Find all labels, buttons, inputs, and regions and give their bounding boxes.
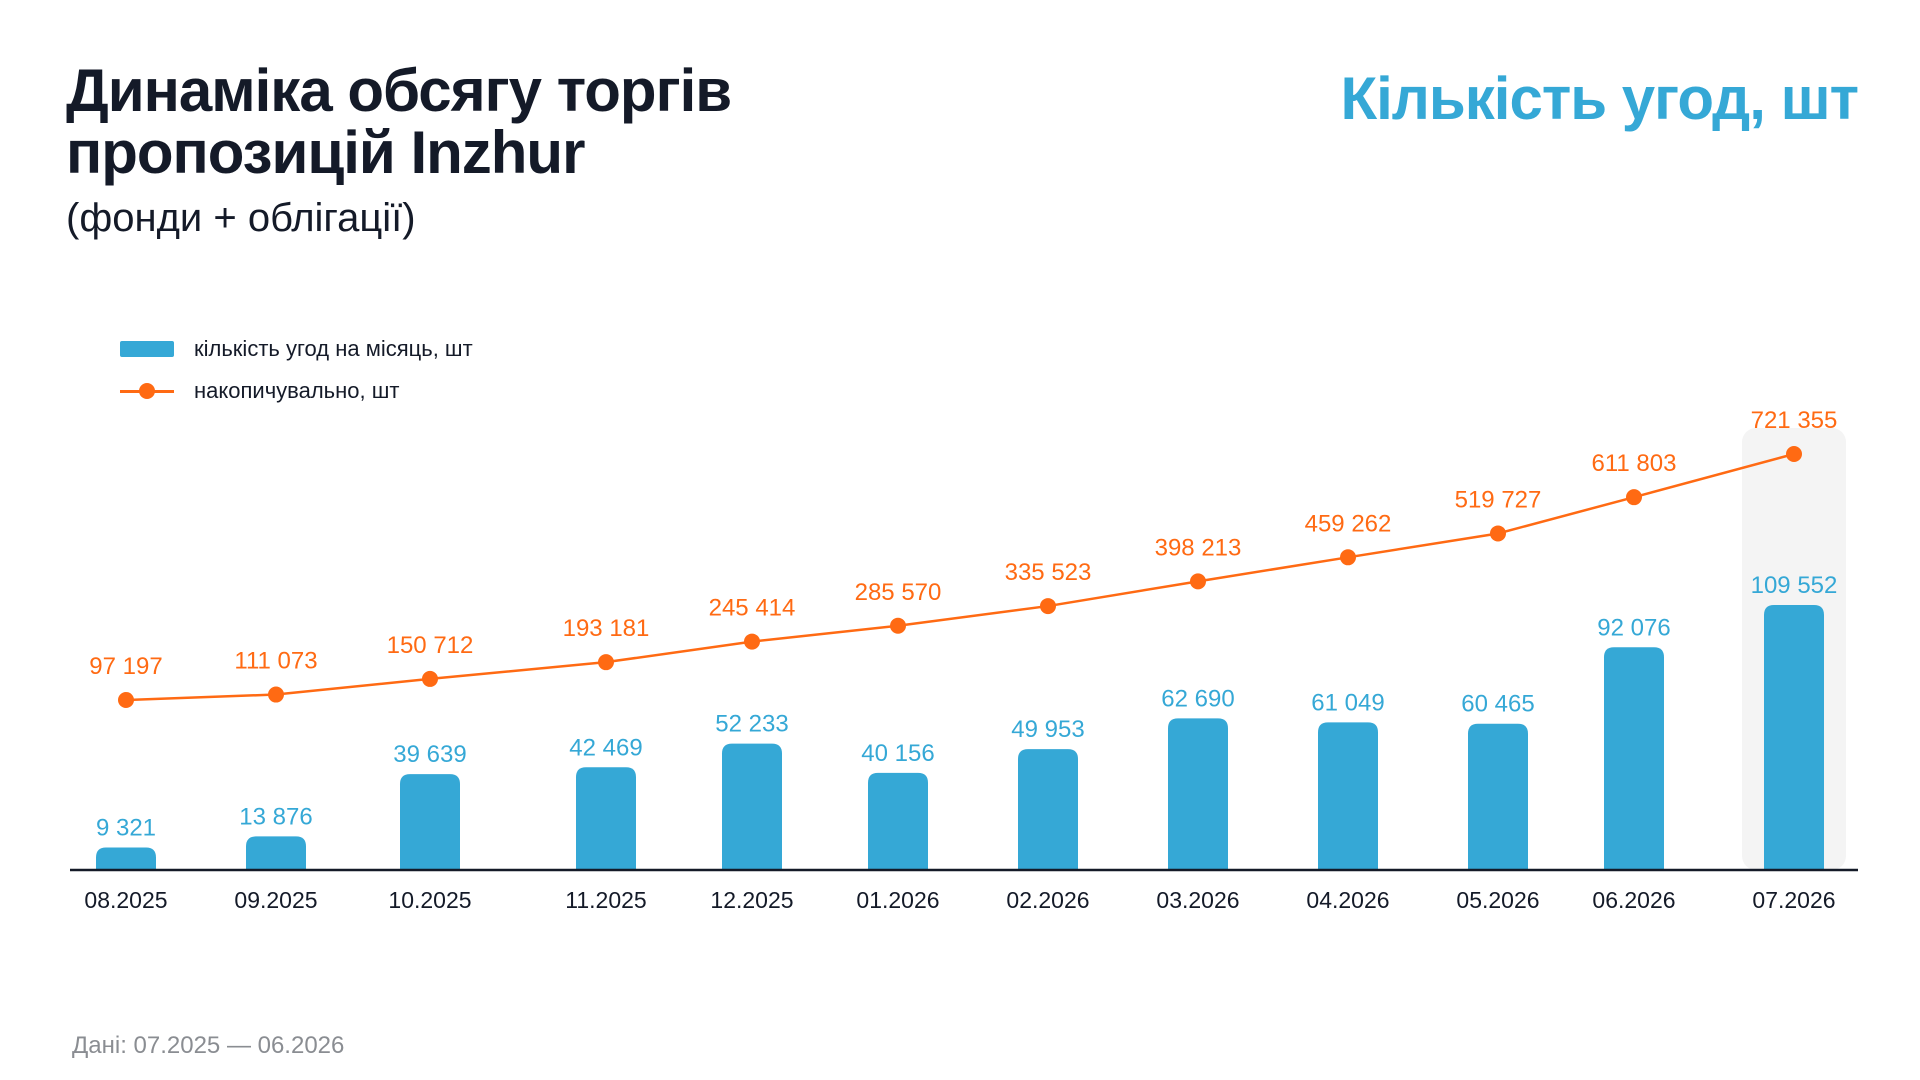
page-title: Динаміка обсягу торгів пропозицій Inzhur [66,57,732,186]
x-tick-label: 08.2025 [84,887,167,913]
cumulative-line-layer [118,446,1802,708]
x-tick-label: 01.2026 [856,887,939,913]
bar-value-label: 109 552 [1751,572,1838,599]
line-value-label: 611 803 [1592,450,1677,477]
line-value-label: 721 355 [1751,407,1838,434]
bar-09.2025 [246,836,306,870]
line-value-label: 193 181 [563,615,650,642]
x-tick-label: 05.2026 [1456,887,1539,913]
bar-08.2025 [96,847,156,870]
bar-value-label: 61 049 [1311,689,1384,716]
bar-03.2026 [1168,718,1228,870]
line-value-label: 335 523 [1005,559,1092,586]
chart-metric-title: Кількість угод, шт [1340,65,1859,132]
line-point-12.2025 [744,633,760,650]
x-tick-label: 03.2026 [1156,887,1239,913]
line-value-label: 459 262 [1305,510,1392,537]
line-value-label: 111 073 [234,648,317,675]
line-value-label: 398 213 [1155,534,1242,561]
legend-line-swatch [120,383,174,399]
line-value-label: 245 414 [709,595,796,622]
line-point-08.2025 [118,692,134,708]
line-point-10.2025 [422,670,438,687]
x-tick-label: 10.2025 [388,887,471,913]
line-point-03.2026 [1190,573,1206,590]
line-value-label: 285 570 [855,579,942,606]
bar-value-label: 52 233 [715,711,788,738]
bar-value-label: 60 465 [1461,691,1534,718]
bar-value-label: 40 156 [861,740,934,767]
data-source-note: Дані: 07.2025 — 06.2026 [72,1032,345,1059]
chart-legend: кількість угод на місяць, шт накопичувал… [120,328,473,412]
line-point-05.2026 [1490,525,1506,542]
line-point-07.2026 [1786,446,1802,462]
bar-11.2025 [576,767,636,870]
x-tick-label: 04.2026 [1306,887,1389,913]
page-subtitle: (фонди + облігації) [66,196,416,240]
line-value-label: 519 727 [1455,486,1542,513]
bars-layer [96,605,1824,870]
line-point-01.2026 [890,617,906,634]
x-tick-label: 11.2025 [565,887,646,913]
legend-line-label: накопичувально, шт [194,378,400,403]
line-point-06.2026 [1626,489,1642,506]
line-point-02.2026 [1040,598,1056,615]
line-point-09.2025 [268,686,284,703]
x-axis-layer: 08.2025 09.2025 10.2025 11.2025 12.2025 01.20… [70,868,1858,913]
bar-value-label: 92 076 [1597,614,1670,641]
cumulative-line [125,452,1795,702]
labels-layer: 9 321 13 876 39 639 42 469 52 233 40 156 49 95… [89,407,1837,841]
bar-07.2026 [1764,605,1824,870]
bar-value-label: 9 321 [96,814,156,841]
x-tick-label: 07.2026 [1752,887,1835,913]
bar-10.2025 [400,774,460,870]
bar-value-label: 13 876 [239,803,312,830]
bar-02.2026 [1018,749,1078,870]
bar-value-label: 49 953 [1011,716,1084,743]
line-value-label: 97 197 [89,653,162,680]
bar-06.2026 [1604,647,1664,870]
legend-bar-swatch [120,341,174,357]
x-tick-label: 02.2026 [1006,887,1089,913]
bar-05.2026 [1468,723,1528,870]
bar-04.2026 [1318,722,1378,870]
bar-value-label: 39 639 [393,741,466,768]
x-tick-label: 06.2026 [1592,887,1675,913]
line-point-11.2025 [598,654,614,671]
bar-value-label: 62 690 [1161,685,1234,712]
line-point-04.2026 [1340,549,1356,566]
x-tick-label: 09.2025 [234,887,317,913]
bar-value-label: 42 469 [569,734,642,761]
legend-bars-label: кількість угод на місяць, шт [194,336,473,361]
legend-item-bars: кількість угод на місяць, шт [120,328,473,370]
legend-item-line: накопичувально, шт [120,370,473,412]
x-tick-label: 12.2025 [710,887,793,913]
line-value-label: 150 712 [387,632,474,659]
bar-12.2025 [722,743,782,870]
bar-01.2026 [868,772,928,870]
